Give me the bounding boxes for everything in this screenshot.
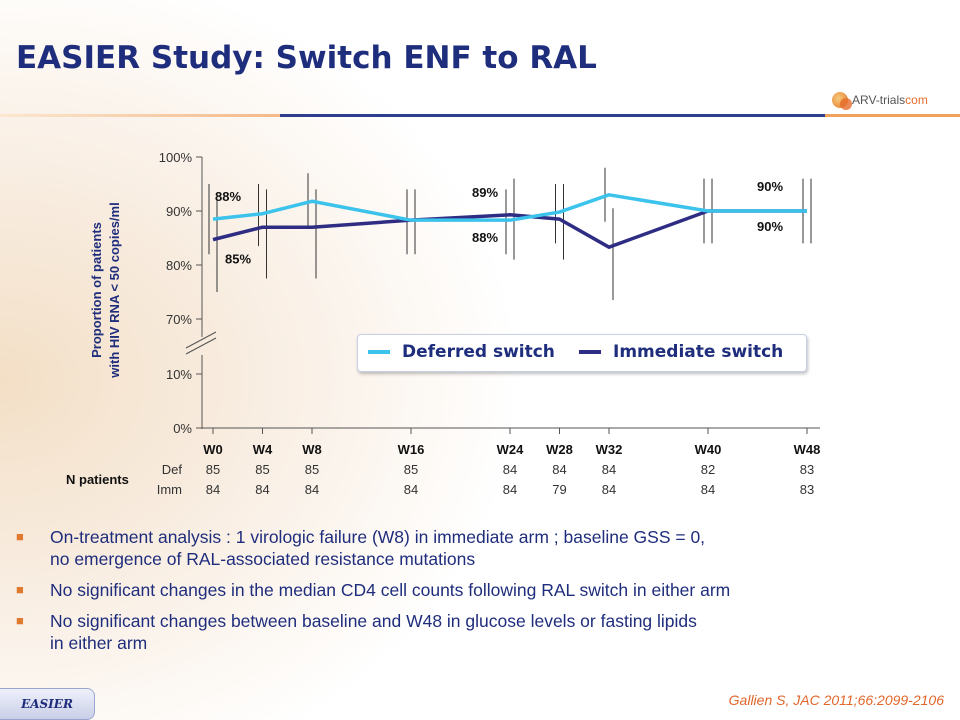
value-annotation: 85%	[225, 252, 251, 267]
x-axis-week-labels: W0 W4 W8 W16 W24 W28 W32 W40 W48	[203, 442, 820, 457]
value-annotation: 88%	[472, 230, 498, 245]
legend-label-immediate: Immediate switch	[613, 342, 784, 362]
n-patients-value: 79	[552, 482, 566, 497]
n-patients-value: 85	[206, 462, 220, 477]
axis-break-mark	[185, 337, 217, 355]
y-tick-label: 70%	[166, 312, 192, 327]
efficacy-line-chart: Proportion of patients with HIV RNA < 50 …	[66, 150, 820, 497]
finding-text-continued: no emergence of RAL-associated resistanc…	[50, 549, 476, 569]
finding-text: No significant changes in the median CD4…	[50, 580, 731, 600]
x-week-label: W32	[596, 442, 623, 457]
finding-item: ■ No significant changes between baseline…	[16, 610, 916, 654]
n-patients-value: 84	[305, 482, 319, 497]
y-axis-title-line: Proportion of patients	[89, 222, 104, 358]
study-tab: EASIER	[0, 688, 95, 720]
confidence-interval-bars	[208, 167, 812, 301]
header-rule-right	[825, 114, 960, 117]
finding-item: ■ No significant changes in the median CD…	[16, 579, 916, 601]
chart-axes: 100% 90% 80% 70% 10% 0%	[159, 150, 820, 436]
legend-swatch-immediate	[579, 350, 601, 354]
reference-citation: Gallien S, JAC 2011;66:2099-2106	[728, 692, 944, 708]
n-patients-value: 83	[800, 462, 814, 477]
y-axis-title: Proportion of patients with HIV RNA < 50 …	[89, 202, 122, 378]
n-row-label: Def	[162, 462, 183, 477]
x-week-label: W28	[546, 442, 573, 457]
y-tick-label: 80%	[166, 258, 192, 273]
n-patients-value: 84	[552, 462, 566, 477]
x-week-label: W24	[497, 442, 525, 457]
n-patients-value: 84	[602, 482, 616, 497]
n-patients-value: 85	[255, 462, 269, 477]
chart-legend: Deferred switch Immediate switch	[357, 334, 807, 372]
legend-item-deferred: Deferred switch	[368, 342, 555, 362]
value-annotation: 89%	[472, 185, 498, 200]
y-tick-label: 0%	[173, 421, 192, 436]
finding-text-continued: in either arm	[50, 633, 148, 653]
n-patients-value: 83	[800, 482, 814, 497]
series-line-immediate	[212, 209, 807, 249]
y-axis-title-line: with HIV RNA < 50 copies/ml	[107, 202, 122, 378]
logo-text: ARV-trialscom	[852, 93, 928, 107]
legend-swatch-deferred	[368, 350, 390, 354]
n-patients-value: 84	[701, 482, 715, 497]
n-patients-value: 85	[305, 462, 319, 477]
x-week-label: W48	[794, 442, 821, 457]
n-row-label: Imm	[157, 482, 182, 497]
legend-item-immediate: Immediate switch	[579, 342, 783, 362]
y-tick-label: 90%	[166, 204, 192, 219]
logo-circle-small-icon	[840, 98, 852, 110]
x-week-label: W40	[695, 442, 722, 457]
y-tick-label: 100%	[159, 150, 193, 165]
logo-prefix: ARV-trials	[852, 93, 906, 107]
n-patients-value: 85	[404, 462, 418, 477]
n-patients-value: 84	[602, 462, 616, 477]
n-patients-value: 84	[255, 482, 269, 497]
n-patients-value: 84	[404, 482, 418, 497]
x-week-label: W4	[253, 442, 273, 457]
n-patients-value: 84	[206, 482, 220, 497]
n-patients-value: 84	[503, 462, 517, 477]
x-week-label: W16	[398, 442, 425, 457]
n-patients-table: N patients Def 85 85 85 85 84 84 84 82 83 Imm 84 84 84…	[66, 462, 814, 497]
n-patients-value: 84	[503, 482, 517, 497]
slide-title: EASIER Study: Switch ENF to RAL	[16, 40, 597, 76]
header-rule-middle	[280, 114, 825, 117]
legend-label-deferred: Deferred switch	[402, 342, 555, 362]
logo-suffix: com	[905, 93, 928, 107]
header-rule-left	[0, 114, 280, 117]
n-patients-label: N patients	[66, 472, 129, 487]
value-annotation: 88%	[215, 189, 241, 204]
value-annotations: 88% 85% 89% 88% 90% 90%	[215, 179, 783, 267]
axis-break-mark	[185, 331, 217, 349]
finding-text: On-treatment analysis : 1 virologic fail…	[50, 527, 706, 547]
value-annotation: 90%	[757, 179, 783, 194]
y-tick-label: 10%	[166, 367, 192, 382]
finding-text: No significant changes between baseline …	[50, 611, 697, 631]
series-lines	[212, 193, 807, 249]
square-bullet-icon: ■	[16, 613, 24, 628]
arv-trials-logo: ARV-trialscom	[832, 92, 952, 112]
x-week-label: W8	[302, 442, 322, 457]
x-week-label: W0	[203, 442, 223, 457]
value-annotation: 90%	[757, 219, 783, 234]
finding-item: ■ On-treatment analysis : 1 virologic fai…	[16, 526, 916, 570]
series-line-deferred	[212, 193, 807, 222]
findings-list: ■ On-treatment analysis : 1 virologic fai…	[16, 526, 916, 663]
square-bullet-icon: ■	[16, 582, 24, 597]
n-patients-value: 82	[701, 462, 715, 477]
square-bullet-icon: ■	[16, 529, 24, 544]
